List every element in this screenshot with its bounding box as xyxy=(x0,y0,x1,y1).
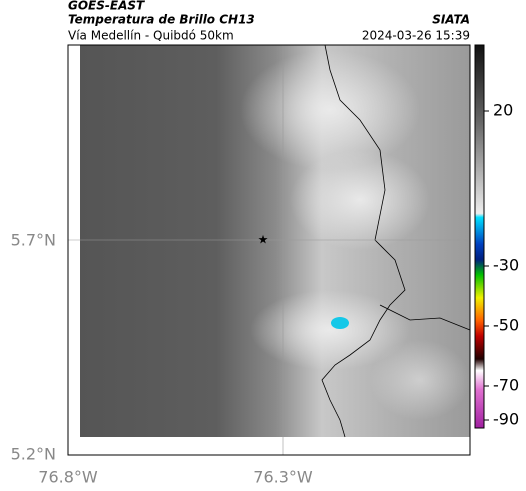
source: GOES-EAST xyxy=(68,0,145,13)
location-star: ★ xyxy=(258,233,269,247)
timestamp: 2024-03-26 15:39 xyxy=(362,29,470,43)
lat-label: 5.7°N xyxy=(11,231,56,250)
subtitle: Vía Medellín - Quibdó 50km xyxy=(68,29,234,43)
agency: SIATA xyxy=(432,13,470,27)
lon-label: 76.3°W xyxy=(253,468,313,487)
title: Temperatura de Brillo CH13 xyxy=(68,13,255,27)
colorbar-label: -70 xyxy=(493,376,519,395)
colorbar-label: -90 xyxy=(493,410,519,429)
boundary xyxy=(379,304,471,331)
colorbar-label: -30 xyxy=(493,256,519,275)
colorbar-ticks: 20 -30 -50 -70 -90 xyxy=(484,101,519,429)
satellite-image xyxy=(80,45,470,437)
lat-label: 5.2°N xyxy=(11,445,56,464)
map-frame xyxy=(67,44,471,456)
boundary xyxy=(321,44,406,438)
colorbar-label: -50 xyxy=(493,316,519,335)
lon-label: 76.8°W xyxy=(38,468,98,487)
colorbar xyxy=(474,44,485,429)
colorbar-label: 20 xyxy=(493,101,513,120)
